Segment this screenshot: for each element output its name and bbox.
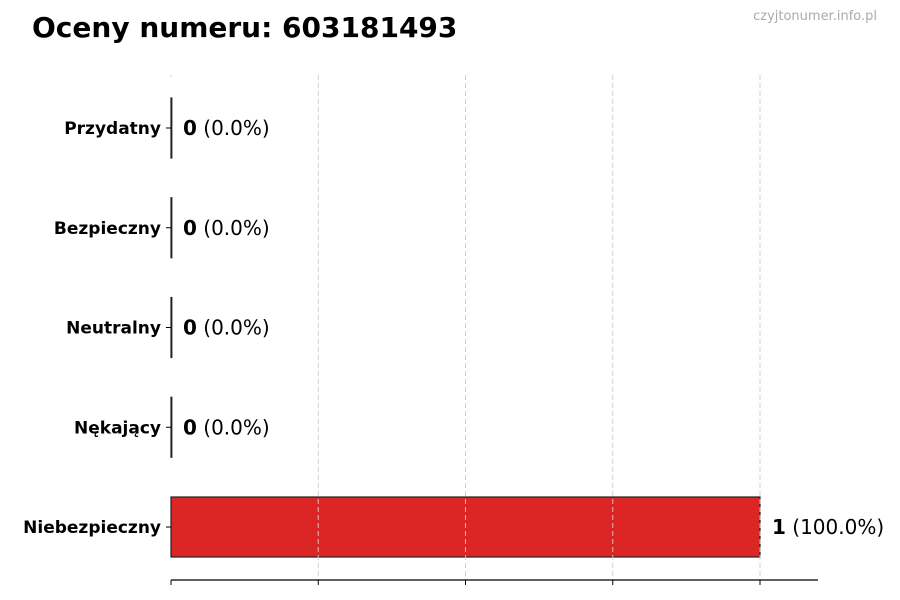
value-label: 0 (0.0%) (183, 116, 270, 140)
value-label: 0 (0.0%) (183, 415, 270, 439)
y-tick-label: Niebezpieczny (23, 518, 161, 538)
y-tick-label: Neutralny (66, 319, 161, 339)
bar-nękający (170, 396, 173, 458)
value-label: 1 (100.0%) (772, 515, 884, 539)
y-tick-label: Przydatny (64, 119, 161, 139)
chart-title: Oceny numeru: 603181493 (32, 11, 458, 44)
y-tick-label: Bezpieczny (54, 219, 161, 239)
watermark: czyjtonumer.info.pl (753, 9, 877, 24)
bar-neutralny (170, 296, 173, 359)
value-label: 0 (0.0%) (183, 316, 270, 340)
bar-bezpieczny (170, 197, 173, 259)
bar-przydatny (170, 97, 173, 159)
y-tick-label: Nękający (74, 418, 161, 438)
value-label: 0 (0.0%) (183, 216, 270, 240)
